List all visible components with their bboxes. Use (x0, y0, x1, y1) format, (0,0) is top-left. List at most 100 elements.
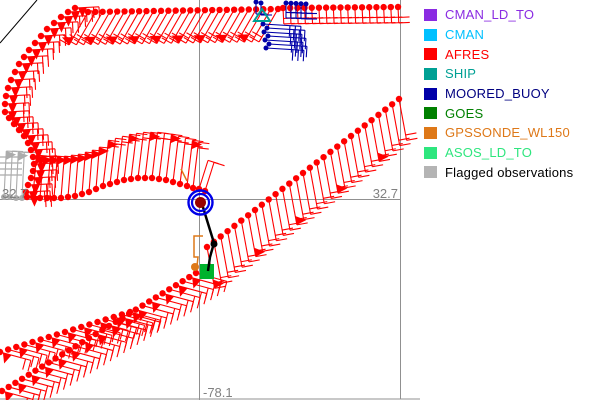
afres-ne-diagonal-station-dot[interactable] (395, 95, 403, 103)
moored-buoy-row-top-station-dot[interactable] (293, 1, 299, 6)
legend-item[interactable]: SHIP (424, 64, 573, 84)
afres-top-row-west-station-dot[interactable] (201, 6, 209, 14)
afres-ne-diagonal-station-dot[interactable] (388, 101, 396, 108)
afres-south-row-station-dot[interactable] (78, 190, 86, 198)
afres-arc-to-center-station-dot[interactable] (169, 178, 177, 186)
afres-coast-curve-station-dot[interactable] (27, 146, 35, 154)
afres-coast-curve-station-dot[interactable] (15, 126, 23, 134)
afres-top-row-west-station-dot[interactable] (99, 8, 106, 15)
afres-top-row-east-station-dot[interactable] (322, 4, 330, 11)
flagged-observations-station-dot[interactable] (19, 195, 25, 201)
moored-buoy-row-top-station-dot[interactable] (283, 0, 289, 6)
afres-top-row-west-station-dot[interactable] (230, 6, 238, 13)
moored-buoy-cluster-station-dot[interactable] (263, 45, 269, 51)
gpssonde-dot[interactable] (191, 263, 199, 271)
afres-top-row-east-station-dot[interactable] (358, 4, 366, 11)
afres-top-row-west-station-dot[interactable] (245, 6, 252, 13)
afres-top-row-east-station-dot[interactable] (387, 3, 395, 11)
afres-ne-diagonal-station-dot[interactable] (272, 190, 279, 198)
afres-top-row-west-station-dot[interactable] (223, 6, 231, 14)
legend-item[interactable]: MOORED_BUOY (424, 84, 573, 104)
afres-top-row-west-station-dot[interactable] (267, 5, 274, 13)
afres-top-row-west-station-dot[interactable] (121, 8, 128, 15)
afres-coast-curve-station-dot[interactable] (1, 100, 9, 108)
afres-sw-diagonal-outer-station-dot[interactable] (32, 367, 39, 374)
goes-square[interactable] (200, 264, 214, 279)
afres-ne-diagonal-station-dot[interactable] (313, 159, 320, 166)
afres-top-row-east-station-dot[interactable] (344, 4, 351, 11)
afres-top-row-west-station-dot[interactable] (216, 6, 223, 14)
afres-arc-to-center-station-dot[interactable] (106, 180, 114, 188)
afres-coast-curve-station-dot[interactable] (5, 114, 13, 122)
afres-top-row-east-station-dot[interactable] (380, 3, 387, 11)
afres-coast-curve-station-dot[interactable] (27, 174, 35, 182)
afres-coast-curve-station-dot[interactable] (20, 53, 28, 61)
moored-buoy-row-top-station-dot[interactable] (288, 0, 294, 6)
afres-sw-diagonal-outer-station-dot[interactable] (5, 383, 12, 391)
afres-arc-to-center-station-dot[interactable] (148, 174, 156, 182)
afres-top-row-west-station-dot[interactable] (128, 8, 136, 15)
moored-buoy-row-top-station-dot[interactable] (298, 1, 304, 7)
afres-arc-to-center-station-dot[interactable] (120, 176, 128, 184)
afres-top-row-west-station-dot[interactable] (143, 7, 150, 15)
afres-coast-curve-station-dot[interactable] (4, 84, 12, 92)
gpssonde-path[interactable] (193, 235, 203, 267)
afres-top-row-east-station-dot[interactable] (351, 4, 359, 11)
afres-sw-diagonal-outer-station-dot[interactable] (132, 306, 139, 313)
afres-top-row-west-station-dot[interactable] (165, 7, 172, 14)
afres-sw-diagonal-outer-station-dot[interactable] (25, 371, 32, 378)
afres-ne-diagonal-station-dot[interactable] (299, 169, 307, 177)
afres-ne-diagonal-station-dot[interactable] (286, 180, 293, 187)
afres-south-row-station-dot[interactable] (85, 188, 93, 196)
afres-coast-curve-station-dot[interactable] (64, 8, 72, 16)
afres-top-row-west-station-dot[interactable] (274, 5, 282, 13)
afres-top-row-east-station-dot[interactable] (373, 3, 380, 11)
afres-ne-diagonal-station-dot[interactable] (224, 227, 231, 235)
afres-coast-curve-station-dot[interactable] (11, 68, 19, 76)
afres-arc-to-center-station-dot[interactable] (134, 174, 142, 182)
afres-sw-diagonal-inner-station-dot[interactable] (118, 311, 126, 318)
afres-ne-diagonal-station-dot[interactable] (292, 175, 300, 182)
legend-item[interactable]: CMAN_LD_TO (424, 5, 573, 25)
afres-top-row-west-station-dot[interactable] (172, 7, 179, 14)
selected-obs-center[interactable] (195, 197, 206, 208)
afres-top-row-west-station-dot[interactable] (106, 8, 114, 15)
afres-sw-diagonal-outer-station-dot[interactable] (152, 294, 160, 301)
afres-coast-curve-station-dot[interactable] (31, 39, 39, 47)
afres-sw-diagonal-inner-station-dot[interactable] (53, 331, 61, 338)
afres-south-row-station-dot[interactable] (92, 185, 100, 193)
afres-sw-diagonal-inner-station-dot[interactable] (37, 336, 44, 343)
afres-top-row-east-station-dot[interactable] (315, 4, 323, 11)
ship-triangle-icon[interactable] (252, 7, 272, 22)
afres-ne-diagonal-station-dot[interactable] (327, 148, 334, 156)
flagged-observations-station-dot[interactable] (7, 194, 13, 200)
afres-coast-curve-station-dot[interactable] (1, 108, 9, 116)
afres-ne-diagonal-station-dot[interactable] (203, 243, 211, 251)
afres-sw-diagonal-inner-station-dot[interactable] (21, 341, 28, 348)
afres-top-row-west-station-dot[interactable] (179, 7, 187, 14)
afres-top-row-west-station-dot[interactable] (209, 6, 216, 14)
afres-sw-diagonal-inner-station-dot[interactable] (126, 308, 134, 316)
afres-coast-curve-station-dot[interactable] (15, 60, 23, 68)
afres-arc-to-center-station-dot[interactable] (127, 175, 135, 183)
moored-buoy-cluster-top-station-dot[interactable] (253, 0, 259, 5)
afres-top-row-west-station-dot[interactable] (194, 7, 201, 14)
afres-ne-diagonal-station-dot[interactable] (231, 222, 238, 230)
afres-ne-diagonal-station-dot[interactable] (340, 138, 348, 145)
afres-sw-diagonal-outer-station-dot[interactable] (179, 277, 186, 285)
moored-buoy-cluster-station-dot[interactable] (266, 41, 272, 47)
afres-coast-curve-station-dot[interactable] (2, 92, 10, 100)
afres-coast-curve-station-dot[interactable] (20, 132, 28, 140)
afres-coast-curve-station-dot[interactable] (50, 19, 58, 27)
afres-south-row-station-dot[interactable] (43, 194, 51, 202)
afres-ne-diagonal-station-dot[interactable] (306, 164, 314, 171)
afres-coast-curve-station-dot[interactable] (71, 4, 79, 12)
moored-buoy-cluster-station-dot[interactable] (262, 37, 268, 43)
afres-top-row-west-station-dot[interactable] (187, 7, 194, 14)
afres-top-row-east-station-dot[interactable] (279, 4, 287, 12)
afres-arc-to-center-station-dot[interactable] (189, 184, 197, 192)
track-dot[interactable] (210, 240, 218, 248)
afres-sw-diagonal-outer-station-dot[interactable] (38, 363, 46, 370)
afres-sw-diagonal-outer-station-dot[interactable] (186, 273, 193, 281)
afres-top-row-east-station-dot[interactable] (337, 4, 344, 11)
